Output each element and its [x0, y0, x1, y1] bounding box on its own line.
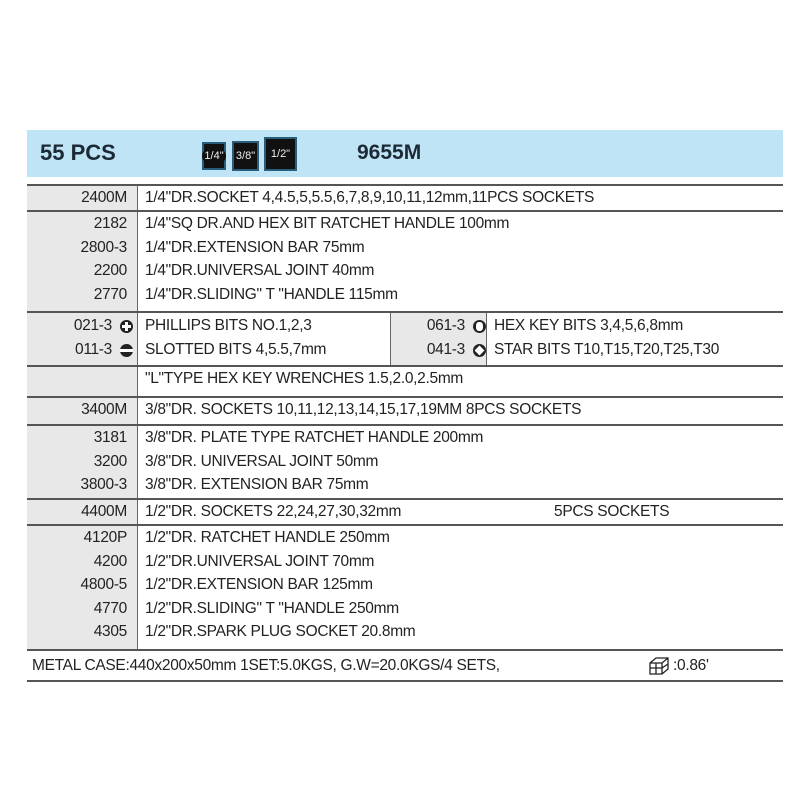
bit-code: 011-3 — [75, 341, 112, 358]
bit-description: HEX KEY BITS 3,4,5,6,8mm — [494, 317, 683, 334]
item-description: 1/4"SQ DR.AND HEX BIT RATCHET HANDLE 100… — [145, 215, 510, 232]
drive-1-2-icon: 1/2" — [264, 137, 297, 171]
carton-box-icon — [649, 657, 669, 675]
item-description: 3/8"DR. EXTENSION BAR 75mm — [145, 476, 369, 493]
piece-count: 55 PCS — [40, 140, 116, 165]
item-description: "L"TYPE HEX KEY WRENCHES 1.5,2.0,2.5mm — [145, 370, 464, 387]
bit-description: SLOTTED BITS 4,5.5,7mm — [145, 341, 327, 358]
star-icon — [473, 344, 486, 357]
code-cell — [27, 398, 138, 426]
phillips-icon — [120, 320, 133, 333]
item-description: 3/8"DR. PLATE TYPE RATCHET HANDLE 200mm — [145, 429, 484, 446]
table-row: 3181 3200 3800-3 3/8"DR. PLATE TYPE RATCHET… — [27, 424, 783, 500]
item-code: 4800-5 — [80, 576, 128, 593]
footer-volume: :0.86' — [673, 657, 709, 674]
code-cell — [27, 186, 138, 212]
item-description: 3/8"DR. UNIVERSAL JOINT 50mm — [145, 452, 379, 470]
item-description: 1/2"DR.EXTENSION BAR 125mm — [145, 576, 373, 593]
item-code: 3181 — [93, 429, 128, 446]
item-description: 1/4"DR.UNIVERSAL JOINT 40mm — [145, 262, 375, 279]
item-description: 3/8"DR. SOCKETS 10,11,12,13,14,15,17,19M… — [145, 401, 582, 418]
item-code: 4305 — [93, 623, 128, 640]
hex-icon — [473, 320, 486, 333]
table-row: "L"TYPE HEX KEY WRENCHES 1.5,2.0,2.5mm — [27, 365, 783, 398]
code-cell — [390, 313, 487, 367]
table-row: 2400M 1/4"DR.SOCKET 4,4.5,5,5.5,6,7,8,9,1… — [27, 184, 783, 212]
code-cell — [27, 212, 138, 313]
footer-row: METAL CASE:440x200x50mm 1SET:5.0KGS, G.W… — [27, 649, 783, 681]
item-description: 1/4"DR.SLIDING" T "HANDLE 115mm — [145, 285, 398, 303]
drive-1-4-icon: 1/4" — [202, 142, 226, 170]
item-description: 1/2"DR. SOCKETS 22,24,27,30,32mm — [145, 503, 402, 520]
code-cell — [27, 313, 138, 367]
item-code: 2800-3 — [80, 238, 128, 256]
item-description: 1/2"DR.SPARK PLUG SOCKET 20.8mm — [145, 623, 416, 640]
item-description: 1/4"DR.SOCKET 4,4.5,5,5.5,6,7,8,9,10,11,… — [145, 189, 595, 206]
item-description: 1/2"DR.SLIDING" T "HANDLE 250mm — [145, 599, 399, 617]
code-cell — [27, 367, 138, 398]
item-code: 4400M — [81, 503, 127, 520]
table-row: 3400M 3/8"DR. SOCKETS 10,11,12,13,14,15,1… — [27, 396, 783, 426]
item-code: 4200 — [93, 552, 128, 570]
item-code: 2400M — [81, 189, 127, 206]
item-code: 3400M — [81, 401, 127, 418]
model-number: 9655M — [357, 141, 422, 164]
item-description: 1/2"DR.UNIVERSAL JOINT 70mm — [145, 552, 375, 570]
table-row: 2182 2800-3 2200 2770 1/4"SQ DR.AND HEX BIT … — [27, 210, 783, 313]
bit-code: 021-3 — [73, 317, 112, 334]
item-code: 4770 — [93, 599, 128, 617]
item-code: 3800-3 — [80, 476, 128, 493]
item-description: 1/4"DR.EXTENSION BAR 75mm — [145, 238, 365, 256]
drive-3-8-icon: 3/8" — [232, 141, 259, 171]
table-row: 4400M 1/2"DR. SOCKETS 22,24,27,30,32mm 5PC… — [27, 498, 783, 526]
item-description: 1/2"DR. RATCHET HANDLE 250mm — [145, 529, 390, 546]
bit-description: PHILLIPS BITS NO.1,2,3 — [145, 317, 312, 334]
item-code: 3200 — [93, 452, 128, 470]
footer-text: METAL CASE:440x200x50mm 1SET:5.0KGS, G.W… — [32, 657, 500, 674]
code-cell — [27, 426, 138, 500]
header-bar: 55 PCS 1/4" 3/8" 1/2" 9655M — [27, 130, 783, 177]
bit-code: 061-3 — [426, 317, 465, 334]
code-cell — [27, 526, 138, 651]
table-row: 4120P 4200 4800-5 4770 4305 1/2"DR. RATCHET H… — [27, 524, 783, 651]
table-row: 021-3 PHILLIPS BITS NO.1,2,3 011-3 SLOTTED … — [27, 311, 783, 367]
item-code: 2182 — [93, 215, 128, 232]
item-code: 2770 — [93, 285, 128, 303]
slotted-icon — [120, 344, 133, 357]
item-note: 5PCS SOCKETS — [554, 503, 670, 520]
bit-code: 041-3 — [426, 341, 465, 358]
item-code: 2200 — [93, 262, 128, 279]
bit-description: STAR BITS T10,T15,T20,T25,T30 — [494, 341, 720, 358]
code-cell — [27, 500, 138, 526]
item-code: 4120P — [83, 529, 128, 546]
